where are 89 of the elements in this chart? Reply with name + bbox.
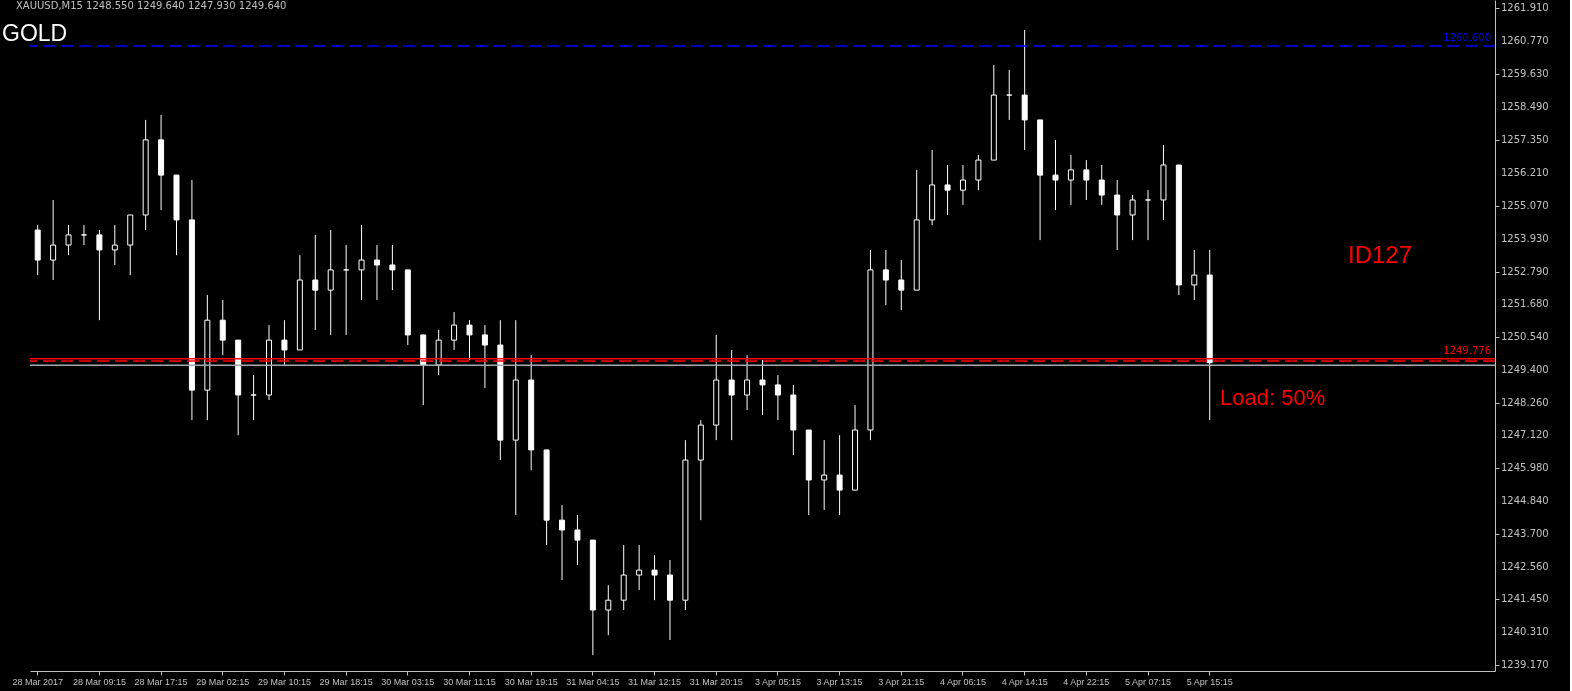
x-tick-label: 29 Mar 18:15: [319, 676, 373, 687]
x-tick-label: 28 Mar 17:15: [134, 676, 188, 687]
candlestick: [574, 514, 581, 566]
x-tick-label: 5 Apr 07:15: [1125, 676, 1172, 687]
candlestick: [821, 439, 828, 511]
ref-line-label: 1260.600: [1443, 31, 1491, 43]
candlestick: [759, 359, 766, 416]
candlestick: [898, 259, 905, 311]
candlestick: [1083, 159, 1090, 201]
y-tick-label: 1244.840: [1501, 495, 1549, 507]
candlestick: [1114, 179, 1121, 251]
candlestick: [250, 374, 257, 421]
y-tick-label: 1239.170: [1501, 659, 1549, 671]
y-tick-label: 1240.310: [1501, 626, 1549, 638]
y-tick-label: 1248.260: [1501, 396, 1549, 408]
x-tick-label: 30 Mar 03:15: [381, 676, 435, 687]
candlestick: [944, 164, 951, 216]
candlestick: [651, 554, 658, 601]
x-tick-label: 31 Mar 20:15: [689, 676, 743, 687]
candlestick: [466, 319, 473, 361]
x-tick-label: 29 Mar 02:15: [196, 676, 250, 687]
y-tick-label: 1251.680: [1501, 297, 1549, 309]
candlestick: [744, 354, 751, 411]
candlestick: [559, 504, 566, 581]
ref-line-label: 1249.776: [1443, 344, 1491, 356]
y-tick-label: 1258.490: [1501, 100, 1549, 112]
candlestick: [481, 324, 488, 389]
y-tick-label: 1256.210: [1501, 166, 1549, 178]
candlestick: [959, 164, 966, 206]
candlestick: [111, 224, 118, 266]
x-tick-label: 3 Apr 13:15: [816, 676, 863, 687]
candlestick: [358, 224, 365, 301]
x-tick-label: 4 Apr 14:15: [1001, 676, 1048, 687]
y-tick-label: 1241.450: [1501, 593, 1549, 605]
candlestick: [451, 311, 458, 351]
candlestick: [636, 544, 643, 591]
candlestick: [728, 349, 735, 441]
y-tick-label: 1260.770: [1501, 35, 1549, 47]
x-tick-label: 28 Mar 09:15: [72, 676, 126, 687]
y-tick-label: 1253.930: [1501, 232, 1549, 244]
candlestick: [1067, 154, 1074, 206]
x-tick-label: 4 Apr 06:15: [939, 676, 986, 687]
candlestick: [50, 199, 57, 281]
candlestick: [96, 229, 103, 321]
candlestick: [1052, 139, 1059, 211]
x-tick-label: 28 Mar 2017: [12, 676, 63, 687]
y-tick-label: 1249.400: [1501, 363, 1549, 375]
x-tick-label: 3 Apr 05:15: [754, 676, 801, 687]
candlestick: [281, 319, 288, 366]
candlestick: [1145, 189, 1152, 241]
candlestick: [975, 154, 982, 191]
chart-title: XAUUSD,M15 1248.550 1249.640 1247.930 1249.640: [16, 0, 287, 11]
y-tick-label: 1245.980: [1501, 462, 1549, 474]
candlestick: [327, 229, 334, 336]
annotation: Load: 50%: [1220, 385, 1326, 410]
candlestick: [65, 224, 72, 256]
annotation: ID127: [1348, 241, 1413, 268]
y-tick-label: 1255.070: [1501, 199, 1549, 211]
candlestick: [774, 374, 781, 421]
candlestick: [389, 244, 396, 291]
x-tick-label: 4 Apr 22:15: [1063, 676, 1110, 687]
y-tick-label: 1259.630: [1501, 67, 1549, 79]
y-tick-label: 1257.350: [1501, 133, 1549, 145]
candlestick: [605, 584, 612, 636]
candlestick: [1191, 249, 1198, 301]
candlestick: [343, 244, 350, 336]
x-tick-label: 30 Mar 19:15: [504, 676, 558, 687]
candlestick: [882, 249, 889, 306]
candlestick: [80, 224, 87, 246]
candlestick: [373, 244, 380, 301]
candlestick: [1098, 164, 1105, 206]
candlestick: [219, 299, 226, 356]
y-tick-label: 1250.540: [1501, 330, 1549, 342]
candlestick: [836, 434, 843, 516]
y-tick-label: 1243.700: [1501, 528, 1549, 540]
candlestick: [1129, 194, 1136, 241]
x-tick-label: 5 Apr 15:15: [1186, 676, 1233, 687]
x-tick-label: 29 Mar 10:15: [257, 676, 311, 687]
x-tick-label: 31 Mar 12:15: [628, 676, 682, 687]
y-tick-label: 1252.790: [1501, 265, 1549, 277]
annotation: GOLD: [2, 20, 68, 46]
y-tick-label: 1242.560: [1501, 561, 1549, 573]
y-tick-label: 1261.910: [1501, 2, 1549, 14]
candlestick: [312, 234, 319, 331]
x-tick-label: 30 Mar 11:15: [443, 676, 496, 687]
x-tick-label: 31 Mar 04:15: [566, 676, 620, 687]
candlestick: [1006, 69, 1013, 121]
y-tick-label: 1247.120: [1501, 429, 1549, 441]
x-tick-label: 3 Apr 21:15: [878, 676, 925, 687]
